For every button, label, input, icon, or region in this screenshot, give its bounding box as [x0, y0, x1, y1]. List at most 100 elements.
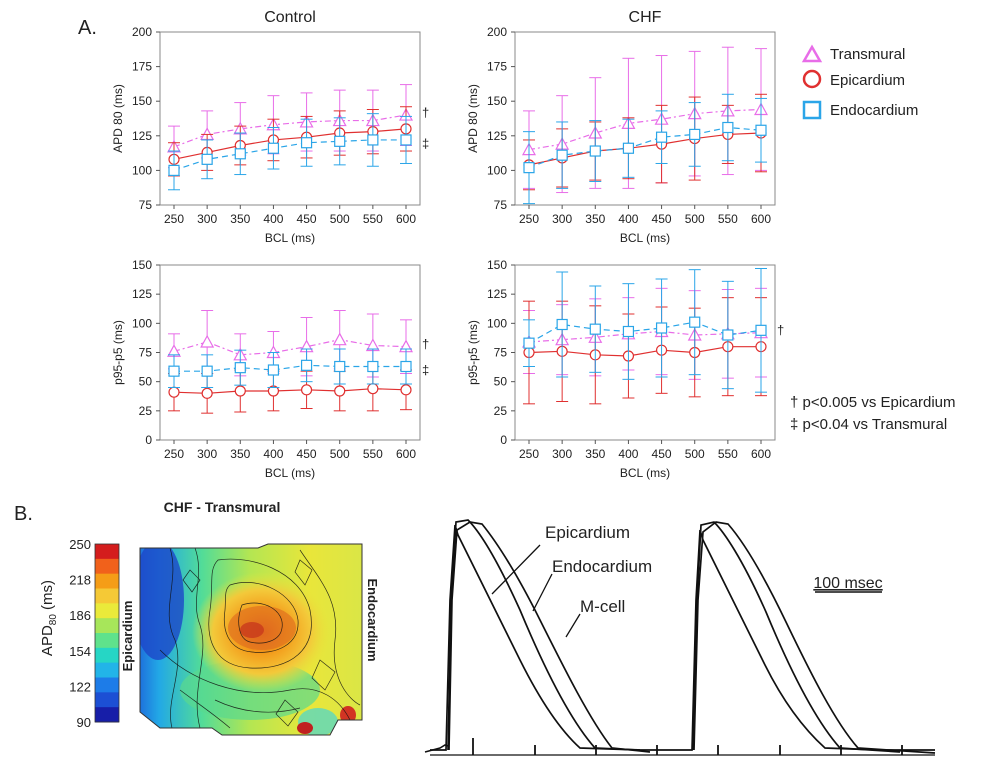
x-tick-label: 450	[297, 447, 317, 461]
trace-mcell-1	[448, 521, 651, 753]
action-potential-traces	[424, 519, 936, 756]
data-point	[300, 384, 313, 396]
data-point	[234, 385, 246, 397]
colorbar-swatch	[95, 692, 119, 708]
y-tick-label: 200	[487, 25, 507, 39]
trace-endocardium-2	[692, 521, 901, 753]
y-tick-label: 100	[132, 163, 152, 177]
y-tick-label: 125	[132, 129, 152, 143]
data-point	[367, 383, 379, 395]
map-right-label: Endocardium	[365, 578, 380, 661]
chart-title: Control	[264, 9, 316, 26]
x-tick-label: 350	[230, 447, 250, 461]
colorbar-frame	[94, 543, 120, 723]
data-point	[556, 318, 568, 331]
x-tick-label: 250	[519, 212, 539, 226]
legend-label: Epicardium	[830, 72, 905, 89]
trace-epicardium-1	[430, 524, 682, 751]
x-tick-label: 600	[751, 447, 771, 461]
x-tick-label: 600	[751, 212, 771, 226]
y-tick-label: 50	[494, 375, 508, 389]
colorbar-tick-label: 218	[69, 573, 91, 588]
data-point	[267, 142, 280, 154]
x-tick-label: 500	[685, 212, 705, 226]
data-point	[201, 153, 213, 165]
x-axis-label: BCL (ms)	[620, 466, 670, 480]
legend-label: Transmural	[830, 46, 905, 63]
y-tick-label: 200	[132, 25, 152, 39]
triangle-icon	[801, 44, 823, 63]
series-line	[173, 339, 407, 356]
data-point	[655, 131, 668, 143]
data-point	[589, 323, 601, 335]
x-tick-label: 400	[618, 212, 638, 226]
colorbar-tick-label: 154	[69, 644, 91, 659]
series-epicardium	[523, 297, 767, 405]
data-point	[200, 334, 215, 348]
data-point	[234, 362, 246, 374]
colorbar-swatch	[95, 618, 119, 634]
x-tick-label: 400	[263, 212, 283, 226]
data-point	[589, 145, 601, 157]
trace-label-epicardium: Epicardium	[545, 523, 630, 542]
x-tick-label: 600	[396, 212, 416, 226]
x-axis-label: BCL (ms)	[265, 466, 315, 480]
plot-frame	[514, 31, 776, 206]
data-point	[722, 329, 734, 341]
significance-note-1: † p<0.005 vs Epicardium	[790, 394, 956, 411]
y-tick-label: 25	[494, 404, 508, 418]
series-endocardium	[168, 113, 412, 191]
y-tick-label: 100	[487, 316, 507, 330]
colorbar-swatch	[95, 588, 119, 604]
data-point	[400, 134, 412, 146]
significance-note-2: ‡ p<0.04 vs Transmural	[790, 416, 947, 433]
trace-label-mcell: M-cell	[580, 597, 625, 616]
y-tick-label: 75	[494, 346, 508, 360]
y-tick-label: 100	[487, 163, 507, 177]
x-axis-label: BCL (ms)	[620, 231, 670, 245]
y-tick-label: 150	[487, 258, 507, 272]
y-tick-label: 0	[500, 433, 507, 447]
data-point	[689, 128, 701, 141]
x-tick-label: 550	[718, 447, 738, 461]
colorbar-tick-label: 250	[69, 537, 91, 552]
trace-mcell-2	[693, 521, 936, 754]
map-title: CHF - Transmural	[164, 499, 281, 515]
data-point	[334, 135, 346, 147]
data-point	[367, 134, 379, 146]
colorbar: 250 218 186 154 122 90	[69, 537, 120, 730]
data-point	[300, 359, 313, 371]
x-tick-label: 350	[585, 212, 605, 226]
y-tick-label: 150	[132, 94, 152, 108]
y-tick-label: 100	[132, 316, 152, 330]
data-point	[689, 316, 701, 328]
panel-label-a: A.	[78, 17, 97, 39]
x-tick-label: 500	[685, 447, 705, 461]
data-point	[168, 164, 180, 176]
data-point	[201, 365, 213, 377]
colorbar-tick-label: 90	[77, 715, 91, 730]
x-tick-label: 250	[519, 447, 539, 461]
significance-mark: †	[422, 337, 429, 352]
y-tick-label: 75	[139, 198, 153, 212]
series-endocardium	[168, 348, 412, 388]
x-tick-label: 250	[164, 212, 184, 226]
series-line	[173, 114, 407, 148]
x-tick-label: 400	[263, 447, 283, 461]
colorbar-swatch	[95, 633, 119, 649]
data-point	[334, 385, 346, 397]
colorbar-swatch	[95, 647, 119, 664]
data-point	[267, 364, 280, 376]
y-axis-label: APD 80 (ms)	[466, 84, 480, 153]
colorbar-swatch	[95, 544, 119, 560]
chart-title: CHF	[629, 9, 662, 26]
y-tick-label: 125	[487, 129, 507, 143]
data-point	[622, 325, 635, 338]
x-axis-label: BCL (ms)	[265, 231, 315, 245]
x-tick-label: 300	[197, 447, 217, 461]
data-point	[755, 124, 767, 136]
data-point	[400, 384, 412, 396]
colorbar-swatch	[95, 662, 119, 678]
trace-epicardium-2	[682, 529, 935, 751]
colorbar-label: APD80 (ms)	[39, 580, 59, 656]
